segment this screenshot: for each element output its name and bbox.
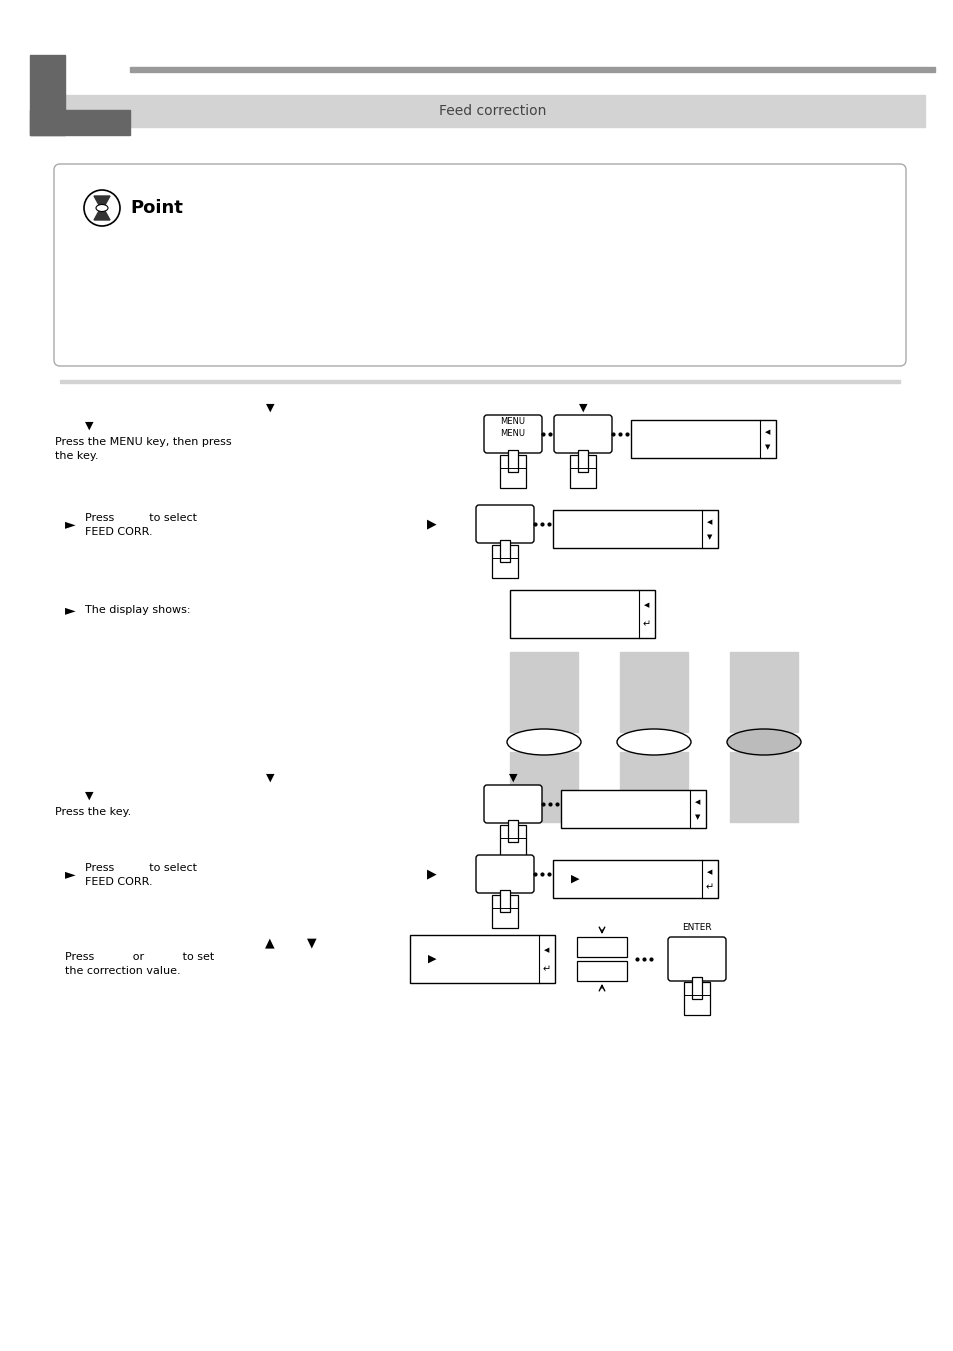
Text: ▼: ▼ [307, 936, 316, 950]
FancyBboxPatch shape [54, 163, 905, 366]
Text: the correction value.: the correction value. [65, 966, 180, 975]
Text: ▼: ▼ [85, 790, 93, 801]
Polygon shape [492, 894, 517, 928]
Bar [510, 753, 578, 821]
FancyBboxPatch shape [483, 415, 541, 453]
Text: Point: Point [130, 199, 183, 218]
Bar [60, 380, 899, 382]
Text: ◀: ◀ [706, 869, 712, 875]
Bar [130, 68, 934, 72]
Text: ▼: ▼ [266, 773, 274, 784]
Text: FEED CORR.: FEED CORR. [85, 527, 152, 536]
Polygon shape [507, 820, 517, 842]
FancyBboxPatch shape [667, 938, 725, 981]
Bar [630, 420, 775, 458]
Text: ▼: ▼ [266, 403, 274, 413]
Text: ◀: ◀ [764, 430, 770, 435]
Text: Press          to select: Press to select [85, 863, 196, 873]
Text: ENTER: ENTER [681, 923, 711, 931]
Text: Press           or           to set: Press or to set [65, 952, 214, 962]
Bar [30, 109, 130, 135]
Bar [619, 753, 687, 821]
Ellipse shape [506, 730, 580, 755]
Text: MENU: MENU [500, 417, 525, 427]
FancyBboxPatch shape [483, 785, 541, 823]
Text: ↵: ↵ [542, 965, 551, 974]
Bar [410, 935, 555, 984]
Bar [510, 590, 655, 638]
Polygon shape [569, 455, 596, 488]
Bar [553, 509, 718, 549]
Text: ►: ► [65, 603, 75, 617]
Bar [577, 961, 626, 981]
FancyBboxPatch shape [554, 415, 612, 453]
Polygon shape [94, 196, 110, 220]
Text: ◀: ◀ [643, 603, 649, 608]
Circle shape [84, 190, 120, 226]
Text: ▼: ▼ [706, 535, 712, 540]
Text: ▼: ▼ [695, 815, 700, 820]
FancyBboxPatch shape [476, 855, 534, 893]
Text: ↵: ↵ [642, 620, 650, 630]
Text: Press          to select: Press to select [85, 513, 196, 523]
Text: ▶: ▶ [427, 954, 436, 965]
Text: ◀: ◀ [695, 800, 700, 805]
Bar [560, 790, 705, 828]
Bar [60, 95, 924, 127]
Text: The display shows:: The display shows: [85, 605, 191, 615]
Text: Press the MENU key, then press: Press the MENU key, then press [55, 436, 232, 447]
Ellipse shape [617, 730, 690, 755]
Polygon shape [499, 890, 510, 912]
Text: ▲: ▲ [265, 936, 274, 950]
Text: ▶: ▶ [427, 517, 436, 531]
Text: ▶: ▶ [427, 867, 436, 881]
FancyBboxPatch shape [476, 505, 534, 543]
Polygon shape [499, 540, 510, 562]
Bar [510, 653, 578, 732]
Bar [553, 861, 718, 898]
Polygon shape [691, 977, 701, 998]
Text: ◀: ◀ [706, 519, 712, 526]
Polygon shape [507, 450, 517, 471]
Bar [619, 653, 687, 732]
Text: ▼: ▼ [764, 444, 770, 450]
Polygon shape [492, 544, 517, 578]
Bar [729, 653, 797, 732]
Text: ►: ► [65, 517, 75, 531]
Text: ▶: ▶ [570, 874, 578, 884]
Text: ◀: ◀ [544, 947, 549, 954]
Polygon shape [499, 455, 525, 488]
Ellipse shape [726, 730, 801, 755]
Bar [729, 753, 797, 821]
Polygon shape [499, 825, 525, 858]
Ellipse shape [96, 204, 108, 212]
Text: Feed correction: Feed correction [438, 104, 546, 118]
Text: ▼: ▼ [578, 403, 587, 413]
Text: MENU: MENU [500, 430, 525, 439]
Bar [30, 55, 65, 135]
Text: ↵: ↵ [705, 882, 713, 893]
Text: Press the key.: Press the key. [55, 807, 132, 817]
Text: ▼: ▼ [85, 422, 93, 431]
Bar [577, 938, 626, 957]
Text: the key.: the key. [55, 451, 98, 461]
Polygon shape [683, 982, 709, 1015]
Text: FEED CORR.: FEED CORR. [85, 877, 152, 888]
Text: ►: ► [65, 867, 75, 881]
Text: ▼: ▼ [508, 773, 517, 784]
Polygon shape [578, 450, 587, 471]
